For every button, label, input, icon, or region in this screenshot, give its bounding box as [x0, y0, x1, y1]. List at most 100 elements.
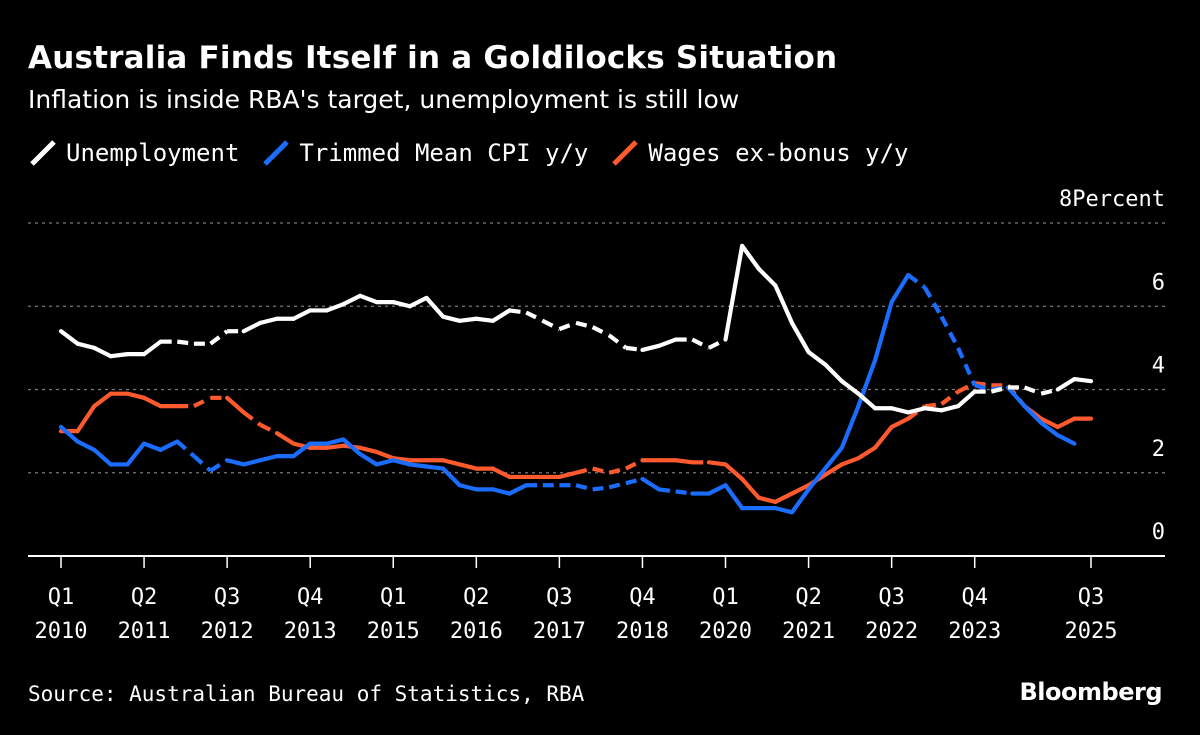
- line-segment: [990, 385, 1009, 394]
- line-segment: [789, 487, 811, 515]
- line-segment: [391, 458, 412, 467]
- line-segment: [592, 466, 610, 475]
- line-segment: [656, 337, 678, 348]
- line-segment: [923, 286, 944, 318]
- x-tick-year-11: 2023: [948, 619, 1001, 644]
- line-segment: [773, 491, 795, 504]
- line-segment: [474, 316, 496, 323]
- x-tick-year-8: 2020: [699, 619, 752, 644]
- legend: Unemployment Trimmed Mean CPI y/y Wages …: [28, 138, 930, 168]
- line-segment: [225, 458, 246, 467]
- line-segment: [1005, 385, 1027, 409]
- line-segment: [259, 423, 278, 436]
- line-segment: [955, 389, 977, 409]
- line-segment: [673, 458, 695, 465]
- line-segment: [507, 483, 529, 496]
- grid-layer: 0 2 4 6 8Percent: [28, 187, 1165, 545]
- line-segment: [1039, 420, 1060, 438]
- x-tick-quarter-10: Q3: [878, 585, 905, 610]
- x-tick-quarter-1: Q2: [131, 585, 158, 610]
- line-segment: [92, 345, 113, 359]
- line-segment: [806, 349, 828, 367]
- line-segment: [457, 316, 479, 323]
- line-segment: [158, 439, 180, 452]
- line-segment: [258, 316, 280, 325]
- line-segment: [374, 449, 396, 461]
- line-segment: [740, 476, 761, 500]
- x-tick-year-10: 2022: [865, 619, 918, 644]
- line-segment: [92, 391, 113, 409]
- x-tick-year-2: 2012: [201, 619, 254, 644]
- line-segment: [407, 295, 429, 309]
- line-segment: [939, 315, 960, 349]
- line-segment: [209, 458, 229, 473]
- line-segment: [856, 445, 878, 461]
- line-segment: [1072, 376, 1094, 384]
- line-segment: [640, 476, 662, 492]
- line-segment: [58, 329, 80, 346]
- line-segment: [241, 458, 263, 467]
- line-segment: [957, 381, 976, 394]
- line-segment: [541, 318, 561, 332]
- line-segment: [225, 395, 246, 415]
- line-segment: [192, 395, 212, 409]
- line-segment: [575, 466, 594, 475]
- line-segment: [608, 466, 627, 475]
- line-segment: [889, 416, 911, 430]
- line-segment: [974, 381, 992, 388]
- line-segment: [906, 406, 927, 415]
- line-segment: [341, 437, 363, 457]
- y-tick-label-2: 2: [1152, 437, 1165, 462]
- line-segment: [922, 406, 944, 413]
- line-segment: [391, 456, 412, 463]
- x-tick-year-5: 2016: [450, 619, 503, 644]
- line-segment: [789, 483, 811, 496]
- legend-label-cpi: Trimmed Mean CPI y/y: [299, 139, 589, 167]
- line-segment: [291, 441, 313, 459]
- line-segment: [558, 320, 577, 332]
- line-segment: [625, 476, 643, 486]
- series-unemployment: [58, 243, 1094, 415]
- x-tick-year-12: 2025: [1065, 619, 1118, 644]
- line-segment: [557, 470, 579, 480]
- line-segment: [525, 310, 544, 323]
- line-segment: [839, 456, 861, 467]
- series-trimmed-mean-cpi-y-y: [58, 272, 1077, 515]
- line-segment: [707, 337, 727, 350]
- x-tick-quarter-4: Q1: [380, 585, 407, 610]
- x-tick-quarter-11: Q4: [961, 585, 988, 610]
- line-segment: [108, 352, 130, 359]
- line-segment: [341, 293, 363, 307]
- line-segment: [658, 487, 676, 494]
- line-segment: [242, 410, 262, 427]
- line-segment: [291, 308, 313, 321]
- x-tick-quarter-3: Q4: [297, 585, 324, 610]
- line-segment: [58, 424, 80, 444]
- line-segment: [872, 424, 894, 450]
- chart-subtitle: Inflation is inside RBA's target, unempl…: [28, 85, 740, 114]
- line-segment: [740, 243, 761, 271]
- line-segment: [440, 458, 462, 467]
- line-segment: [691, 337, 710, 350]
- x-tick-year-7: 2018: [616, 619, 669, 644]
- line-segment: [192, 454, 212, 473]
- line-segment: [823, 362, 844, 384]
- line-segment: [773, 283, 795, 325]
- line-segment: [125, 441, 147, 467]
- line-segment: [839, 379, 861, 396]
- line-segment: [490, 487, 512, 496]
- x-tick-quarter-9: Q2: [795, 585, 822, 610]
- line-segment: [706, 483, 728, 496]
- line-segment: [457, 462, 479, 471]
- line-segment: [607, 333, 628, 350]
- line-segment: [75, 439, 97, 452]
- line-segment: [509, 308, 527, 315]
- line-segment: [640, 343, 662, 353]
- line-segment: [806, 466, 828, 492]
- line-segment: [940, 389, 960, 406]
- line-segment: [141, 339, 163, 357]
- line-segment: [357, 451, 379, 467]
- line-segment: [608, 481, 627, 490]
- line-segment: [575, 320, 594, 330]
- x-tick-quarter-0: Q1: [48, 585, 75, 610]
